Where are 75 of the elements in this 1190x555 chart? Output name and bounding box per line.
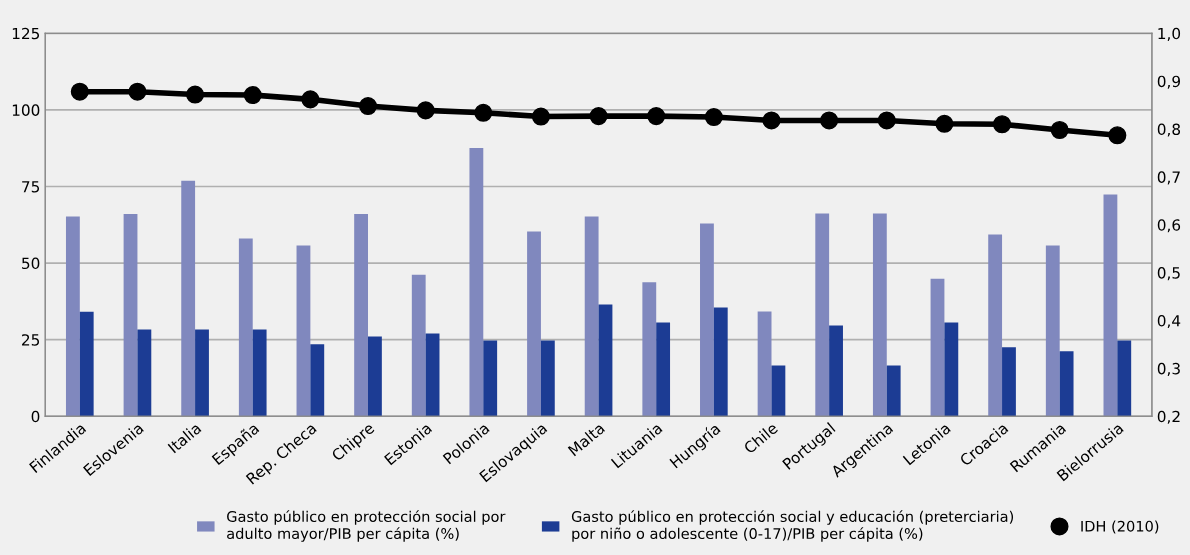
bar — [944, 322, 959, 417]
bar — [584, 216, 599, 417]
bar — [700, 223, 714, 417]
bar — [829, 325, 843, 417]
bar — [469, 147, 484, 417]
point — [531, 107, 550, 126]
bar — [1103, 194, 1118, 417]
y2-tick-label: 0,2 — [1157, 410, 1180, 424]
y-tick-label: 0 — [31, 410, 40, 423]
bar — [123, 214, 138, 417]
bar — [886, 365, 901, 417]
legend-label: Gasto público en protección social por adulto mayor/PIB per cápita (%) — [227, 510, 506, 542]
bar — [79, 311, 94, 417]
bar — [1002, 347, 1016, 417]
point — [704, 108, 723, 127]
bar — [238, 238, 253, 417]
y2-tick-label: 0,5 — [1157, 267, 1180, 281]
bar — [1117, 340, 1132, 417]
bar — [757, 311, 772, 417]
bar — [296, 245, 311, 417]
point — [935, 114, 954, 133]
bar — [930, 278, 945, 417]
point — [243, 86, 262, 105]
bar — [540, 340, 555, 417]
bar — [137, 329, 152, 417]
point — [301, 90, 320, 109]
bar — [713, 307, 728, 417]
bar — [252, 329, 267, 417]
point — [70, 82, 89, 101]
y-tick-label: 125 — [12, 27, 40, 40]
bar — [354, 214, 369, 417]
bar — [642, 282, 657, 417]
point — [1108, 126, 1127, 145]
bar — [65, 216, 80, 417]
legend-label: Gasto público en protección social y educación (preterciaria) por niño o adolescente (0-17)/PIB per cápita (%) — [571, 510, 1014, 542]
bar — [368, 336, 382, 417]
point — [877, 111, 896, 130]
y-tick-label: 75 — [22, 181, 40, 193]
point — [358, 97, 378, 116]
point — [1050, 120, 1069, 140]
y-tick-label: 100 — [12, 104, 40, 116]
bar — [815, 213, 830, 417]
bar — [310, 344, 325, 417]
point — [993, 115, 1012, 134]
bar — [527, 231, 541, 417]
legend-label: IDH (2010) — [1081, 520, 1159, 534]
bar — [195, 329, 209, 417]
bar — [656, 322, 671, 417]
y-tick-label: 25 — [22, 334, 40, 346]
bar — [181, 180, 196, 417]
bar — [1059, 351, 1074, 417]
y2-tick-label: 0,7 — [1157, 171, 1180, 185]
y2-tick-label: 0,4 — [1157, 314, 1181, 329]
point — [589, 107, 608, 126]
y2-tick-label: 0,3 — [1157, 362, 1180, 376]
point — [416, 101, 435, 120]
point — [647, 107, 666, 126]
y-tick-label: 50 — [22, 257, 40, 270]
point — [474, 103, 493, 122]
bar — [425, 333, 440, 417]
y2-tick-label: 0,9 — [1157, 75, 1180, 89]
bar — [598, 304, 613, 417]
point — [128, 82, 147, 101]
bar — [988, 234, 1003, 417]
y2-tick-label: 1,0 — [1158, 27, 1181, 41]
bar — [411, 274, 426, 417]
y2-tick-label: 0,8 — [1157, 123, 1181, 137]
bar — [771, 365, 786, 417]
point — [762, 111, 781, 130]
bar — [483, 340, 498, 417]
point — [820, 111, 839, 130]
point — [186, 85, 205, 104]
bar — [872, 213, 887, 417]
y2-tick-label: 0,6 — [1157, 219, 1181, 233]
bar — [1045, 245, 1060, 417]
